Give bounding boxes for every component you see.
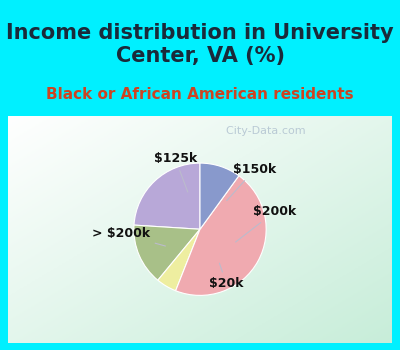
- Text: $125k: $125k: [154, 152, 197, 192]
- Text: City-Data.com: City-Data.com: [219, 126, 306, 135]
- Wedge shape: [200, 163, 239, 229]
- Wedge shape: [134, 163, 200, 229]
- Wedge shape: [158, 229, 200, 291]
- Text: Income distribution in University
Center, VA (%): Income distribution in University Center…: [6, 23, 394, 66]
- Text: $20k: $20k: [209, 263, 244, 290]
- Text: > $200k: > $200k: [92, 227, 166, 246]
- Wedge shape: [134, 225, 200, 280]
- Wedge shape: [176, 176, 266, 295]
- Text: $150k: $150k: [227, 163, 276, 201]
- Text: $200k: $200k: [236, 205, 296, 242]
- Text: Black or African American residents: Black or African American residents: [46, 87, 354, 102]
